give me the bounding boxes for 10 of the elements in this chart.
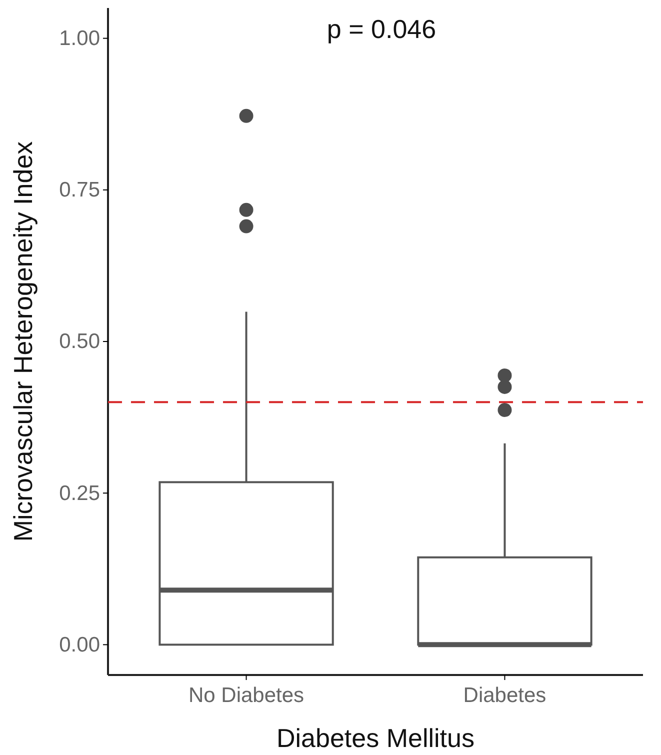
- x-tick-label: No Diabetes: [188, 684, 304, 707]
- y-tick-label: 0.00: [59, 633, 100, 656]
- x-axis-title: Diabetes Mellitus: [276, 723, 474, 753]
- x-tick-label: Diabetes: [463, 684, 546, 707]
- y-tick-label: 1.00: [59, 27, 100, 50]
- y-axis-title: Microvascular Heterogeneity Index: [8, 141, 38, 542]
- annotation: p = 0.046: [326, 14, 436, 44]
- y-tick-label: 0.75: [59, 178, 100, 202]
- y-tick-label: 0.50: [59, 330, 100, 354]
- y-tick-label: 0.25: [59, 482, 100, 505]
